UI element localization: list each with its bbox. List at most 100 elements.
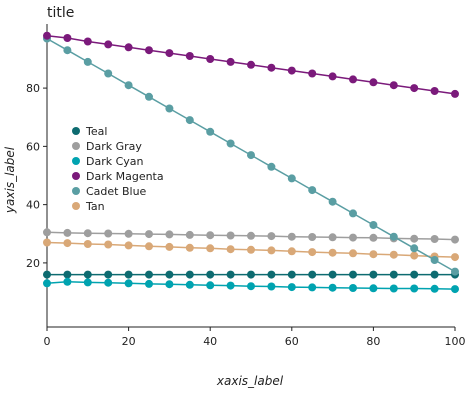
data-point-cadet-blue [267, 162, 276, 171]
data-point-dark-cyan [308, 283, 317, 292]
data-point-teal [145, 270, 153, 279]
data-point-dark-magenta [165, 49, 174, 58]
data-point-teal [165, 270, 174, 279]
data-point-dark-gray [63, 228, 72, 237]
data-point-dark-magenta [308, 69, 317, 78]
data-point-dark-magenta [104, 40, 113, 49]
legend-label-dark-magenta: Dark Magenta [86, 170, 164, 183]
data-point-teal [308, 270, 317, 279]
data-point-teal [63, 270, 72, 279]
data-point-dark-cyan [165, 280, 174, 289]
legend-label-dark-cyan: Dark Cyan [86, 155, 144, 168]
data-point-dark-cyan [328, 283, 337, 292]
data-point-cadet-blue [104, 69, 113, 78]
data-point-teal [83, 270, 92, 279]
legend: Teal Dark Gray Dark Cyan Dark Magenta Cadet … [72, 125, 164, 213]
data-point-teal [267, 270, 276, 279]
data-point-dark-cyan [430, 284, 439, 293]
data-point-teal [124, 270, 133, 279]
data-point-dark-gray [349, 233, 357, 242]
data-point-tan [308, 248, 317, 257]
data-point-teal [104, 270, 113, 279]
data-point-tan [124, 241, 133, 250]
data-point-dark-gray [165, 230, 174, 239]
data-point-dark-gray [185, 230, 194, 239]
data-point-dark-magenta [247, 60, 255, 69]
data-point-dark-magenta [451, 89, 459, 98]
data-point-dark-magenta [145, 46, 153, 55]
series-dark-cyan [43, 277, 459, 294]
series-teal [43, 270, 459, 279]
y-tick-label: 40 [26, 199, 40, 212]
data-point-dark-magenta [63, 34, 72, 42]
data-point-cadet-blue [451, 267, 459, 276]
x-tick-label: 100 [445, 335, 466, 348]
data-point-dark-cyan [389, 284, 398, 293]
data-point-teal [185, 270, 194, 279]
data-point-cadet-blue [287, 174, 296, 183]
legend-marker-dark-cyan [72, 157, 80, 165]
data-point-teal [328, 270, 337, 279]
data-point-dark-magenta [185, 52, 194, 60]
y-axis-label: yaxis_label [3, 146, 17, 214]
data-point-dark-gray [308, 233, 317, 241]
data-point-tan [349, 249, 357, 258]
data-point-dark-gray [226, 231, 235, 240]
x-tick-label: 60 [285, 335, 299, 348]
data-point-teal [389, 270, 398, 279]
data-point-tan [226, 245, 235, 254]
legend-label-tan: Tan [85, 200, 105, 213]
legend-marker-dark-gray [72, 142, 80, 150]
data-point-dark-magenta [124, 43, 133, 52]
data-point-dark-gray [145, 230, 153, 239]
data-point-dark-cyan [267, 282, 276, 291]
x-tick-label: 20 [122, 335, 136, 348]
data-point-cadet-blue [328, 197, 337, 206]
data-point-dark-magenta [410, 84, 419, 93]
data-point-tan [247, 245, 255, 254]
y-tick-label: 20 [26, 257, 40, 270]
x-tick-label: 40 [203, 335, 217, 348]
data-point-tan [267, 246, 276, 255]
data-point-tan [83, 240, 92, 248]
data-point-cadet-blue [389, 232, 398, 241]
data-point-dark-cyan [247, 282, 255, 291]
data-point-teal [410, 270, 419, 279]
data-point-dark-magenta [389, 81, 398, 90]
legend-marker-dark-magenta [72, 172, 80, 180]
data-point-cadet-blue [410, 244, 419, 253]
legend-label-teal: Teal [85, 125, 107, 138]
legend-marker-cadet-blue [72, 187, 80, 195]
data-point-cadet-blue [308, 186, 317, 195]
data-point-dark-cyan [410, 284, 419, 293]
data-point-tan [104, 240, 113, 249]
data-point-dark-gray [451, 235, 459, 244]
data-point-tan [389, 250, 398, 259]
data-point-dark-cyan [451, 285, 459, 294]
x-tick-label: 80 [366, 335, 380, 348]
data-point-cadet-blue [430, 256, 439, 264]
legend-marker-tan [72, 202, 80, 210]
data-point-dark-gray [124, 229, 133, 238]
data-point-teal [430, 270, 439, 279]
data-point-dark-magenta [430, 87, 439, 95]
data-point-dark-magenta [328, 72, 337, 81]
data-point-tan [328, 248, 337, 257]
data-point-cadet-blue [63, 46, 72, 55]
data-point-cadet-blue [165, 104, 174, 113]
data-point-dark-gray [104, 229, 113, 238]
data-point-tan [206, 244, 215, 253]
chart-title: title [47, 5, 74, 21]
data-point-dark-cyan [369, 284, 378, 293]
data-point-dark-magenta [83, 37, 92, 46]
series-dark-magenta [43, 31, 459, 98]
x-tick-label: 0 [44, 335, 51, 348]
data-point-dark-magenta [349, 75, 357, 84]
data-point-dark-gray [206, 231, 215, 240]
data-point-cadet-blue [124, 81, 133, 90]
data-point-cadet-blue [145, 92, 153, 101]
data-point-dark-gray [328, 233, 337, 242]
data-point-teal [349, 270, 357, 279]
data-point-tan [451, 253, 459, 262]
data-point-teal [226, 270, 235, 279]
